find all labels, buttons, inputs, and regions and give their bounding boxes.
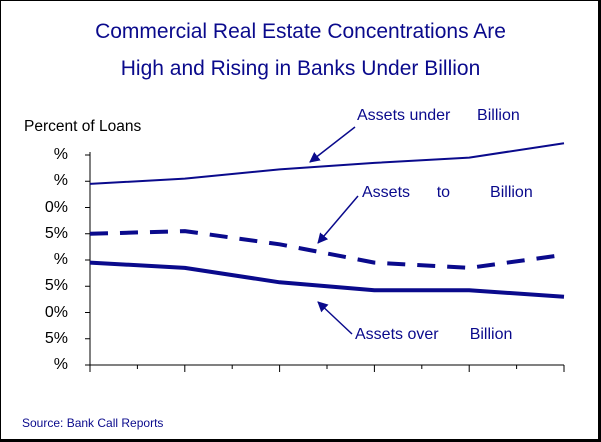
y-tick-label: 5%: [44, 277, 68, 295]
arrow-assets-under: [309, 126, 356, 163]
annotation-assets-over: Assets over Billion: [355, 326, 513, 343]
y-axis-label: Percent of Loans: [24, 118, 142, 135]
series-line-2: [89, 260, 565, 299]
y-tick-label: %: [53, 172, 68, 190]
y-tick-label: 5%: [44, 329, 68, 347]
annotation-assets-under: Assets under Billion: [357, 107, 520, 124]
series-line-0: [89, 142, 565, 185]
y-tick-label: 0%: [44, 303, 68, 321]
source-note: Source: Bank Call Reports: [22, 416, 164, 430]
chart-title-line2: High and Rising in Banks Under Billion: [120, 57, 481, 80]
y-tick-label: 5%: [44, 224, 68, 242]
chart-title-line1: Commercial Real Estate Concentrations Ar…: [95, 20, 506, 43]
frame-shadow-bottom: [1, 439, 601, 442]
series-line-1: [89, 229, 565, 270]
annotation-assets-to: Assets to Billion: [362, 184, 533, 201]
y-tick-label: %: [53, 251, 68, 268]
y-tick-label: %: [53, 146, 68, 163]
y-tick-label: %: [53, 356, 68, 373]
arrow-assets-to: [317, 195, 359, 244]
frame-shadow-right: [598, 1, 601, 441]
y-tick-label: 0%: [44, 198, 68, 216]
arrow-assets-over: [317, 301, 353, 335]
